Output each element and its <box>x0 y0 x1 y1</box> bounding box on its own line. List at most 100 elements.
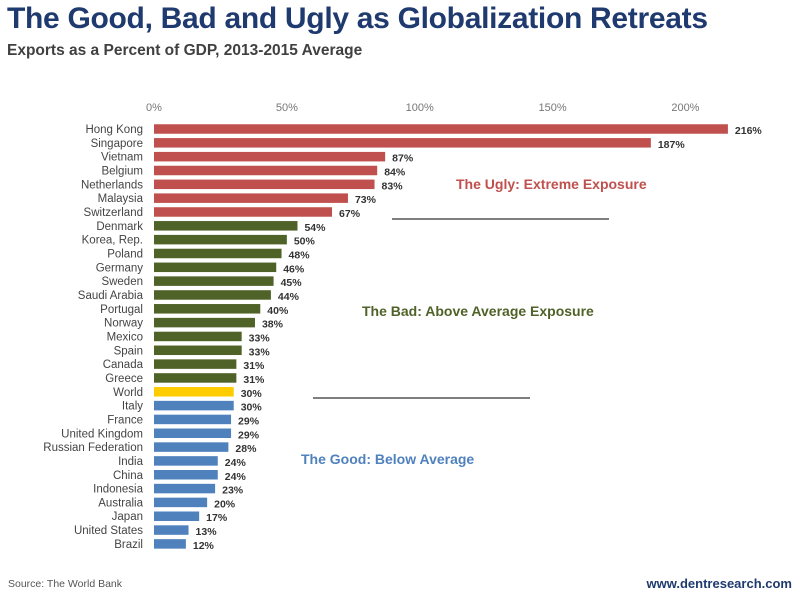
category-label: Japan <box>112 511 143 523</box>
annotation-bad: The Bad: Above Average Exposure <box>362 303 594 319</box>
category-label: Indonesia <box>93 484 143 496</box>
value-label: 45% <box>281 277 303 289</box>
category-label: China <box>113 470 144 482</box>
value-label: 46% <box>283 263 305 275</box>
value-label: 29% <box>238 415 260 427</box>
category-label: Korea, Rep. <box>82 235 143 247</box>
value-label: 38% <box>262 319 284 331</box>
bar <box>154 207 333 217</box>
bar <box>154 248 282 259</box>
category-label: Saudi Arabia <box>78 290 144 302</box>
bar <box>154 525 189 535</box>
bar <box>154 456 218 466</box>
bar <box>154 428 232 439</box>
chart-title: The Good, Bad and Ugly as Globalization … <box>7 2 708 35</box>
bar <box>154 470 218 480</box>
category-label: Greece <box>105 373 143 385</box>
bar <box>154 345 242 356</box>
category-label: World <box>113 387 143 399</box>
category-label: Canada <box>103 359 144 371</box>
bar <box>154 511 200 521</box>
value-label: 13% <box>196 526 218 538</box>
x-tick-label: 0% <box>146 102 162 114</box>
value-label: 84% <box>384 166 406 178</box>
category-label: Switzerland <box>84 207 143 219</box>
category-label: Russian Federation <box>43 442 143 454</box>
bar <box>154 221 298 231</box>
value-label: 33% <box>249 346 271 358</box>
category-label: Malaysia <box>98 193 144 205</box>
bar <box>154 373 237 383</box>
category-label: United States <box>74 525 143 537</box>
bars <box>154 124 728 549</box>
bar <box>154 539 186 549</box>
value-label: 28% <box>235 443 257 455</box>
bar <box>154 359 237 369</box>
category-label: United Kingdom <box>61 428 143 440</box>
bar <box>154 442 229 452</box>
value-label: 48% <box>289 249 311 261</box>
category-label: France <box>107 414 143 426</box>
annotations: The Ugly: Extreme Exposure The Bad: Abov… <box>301 176 647 467</box>
annotation-good: The Good: Below Average <box>301 451 474 467</box>
bar <box>154 276 274 286</box>
value-label: 87% <box>392 153 414 165</box>
bar <box>154 387 234 397</box>
value-label: 17% <box>206 512 228 524</box>
category-label: Italy <box>122 401 143 413</box>
category-label: India <box>118 456 144 468</box>
value-label: 50% <box>294 236 316 248</box>
value-label: 54% <box>304 222 326 234</box>
category-label: Spain <box>114 345 143 357</box>
category-label: Norway <box>104 318 143 330</box>
category-label: Singapore <box>91 138 143 150</box>
value-label: 44% <box>278 291 300 303</box>
bar <box>154 317 255 328</box>
x-tick-label: 200% <box>671 102 699 114</box>
x-tick-label: 50% <box>276 102 298 114</box>
bar <box>154 400 234 411</box>
bar <box>154 331 242 342</box>
value-label: 30% <box>241 402 263 414</box>
value-labels: 216% 187% 87%84% 83% 73% 67% 54% 50%48% 46% 45% 44… <box>193 125 763 552</box>
category-label: Poland <box>107 248 143 260</box>
bar <box>154 151 386 162</box>
category-label: Australia <box>98 497 143 509</box>
category-label: Germany <box>96 262 144 274</box>
value-label: 29% <box>238 429 260 441</box>
value-label: 216% <box>735 125 763 137</box>
value-label: 24% <box>225 471 247 483</box>
value-label: 20% <box>214 498 236 510</box>
website-link[interactable]: www.dentresearch.com <box>646 576 792 591</box>
category-label: Vietnam <box>101 152 143 164</box>
bar <box>154 483 216 494</box>
value-label: 30% <box>241 388 263 400</box>
bar <box>154 234 287 245</box>
bar <box>154 290 271 300</box>
bar <box>154 262 277 273</box>
category-label: Portugal <box>100 304 143 316</box>
category-label: Sweden <box>101 276 143 288</box>
category-label: Denmark <box>96 221 143 233</box>
bar <box>154 193 348 203</box>
x-axis-ticks: 0% 50% 100% 150% 200% <box>146 102 700 114</box>
value-label: 24% <box>225 457 247 469</box>
value-label: 31% <box>243 360 265 372</box>
value-label: 33% <box>249 332 271 344</box>
value-label: 31% <box>243 374 265 386</box>
x-tick-label: 100% <box>406 102 434 114</box>
value-label: 12% <box>193 540 215 552</box>
bar <box>154 179 375 190</box>
value-label: 23% <box>222 485 244 497</box>
category-label: Belgium <box>101 165 143 177</box>
value-label: 67% <box>339 208 361 220</box>
bar <box>154 497 208 508</box>
bar <box>154 138 651 148</box>
category-label: Hong Kong <box>85 124 143 136</box>
bar <box>154 165 378 176</box>
value-label: 73% <box>355 194 377 206</box>
source-note: Source: The World Bank <box>8 578 123 590</box>
value-label: 187% <box>658 139 686 151</box>
